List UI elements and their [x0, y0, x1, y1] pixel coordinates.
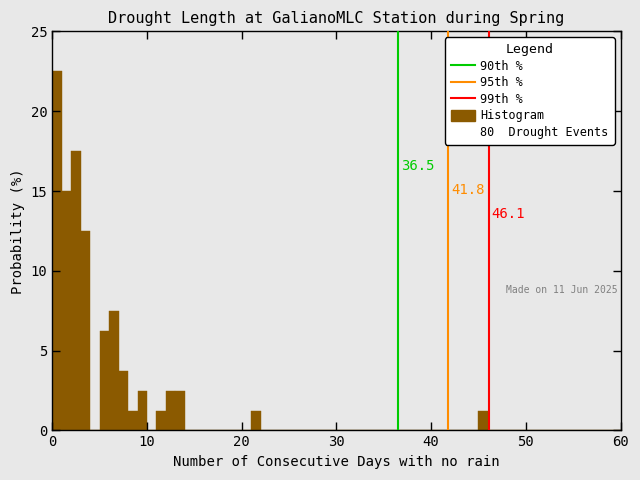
Text: 46.1: 46.1 [492, 207, 525, 221]
Text: 41.8: 41.8 [451, 183, 484, 197]
X-axis label: Number of Consecutive Days with no rain: Number of Consecutive Days with no rain [173, 455, 500, 469]
Y-axis label: Probability (%): Probability (%) [11, 168, 25, 294]
Text: 36.5: 36.5 [401, 159, 435, 173]
Bar [71, 151, 81, 431]
Bar [61, 191, 71, 431]
Bar [128, 410, 138, 431]
Bar [52, 72, 61, 431]
Bar [100, 331, 109, 431]
Title: Drought Length at GalianoMLC Station during Spring: Drought Length at GalianoMLC Station dur… [108, 11, 564, 26]
Bar [175, 391, 185, 431]
Text: Made on 11 Jun 2025: Made on 11 Jun 2025 [506, 285, 618, 295]
Bar [251, 410, 260, 431]
Bar [109, 311, 118, 431]
Bar [156, 410, 166, 431]
Bar [479, 410, 488, 431]
Bar [166, 391, 175, 431]
Bar [81, 231, 90, 431]
Bar [138, 391, 147, 431]
Bar [118, 371, 128, 431]
Legend: 90th %, 95th %, 99th %, Histogram, 80  Drought Events: 90th %, 95th %, 99th %, Histogram, 80 Dr… [445, 37, 614, 145]
